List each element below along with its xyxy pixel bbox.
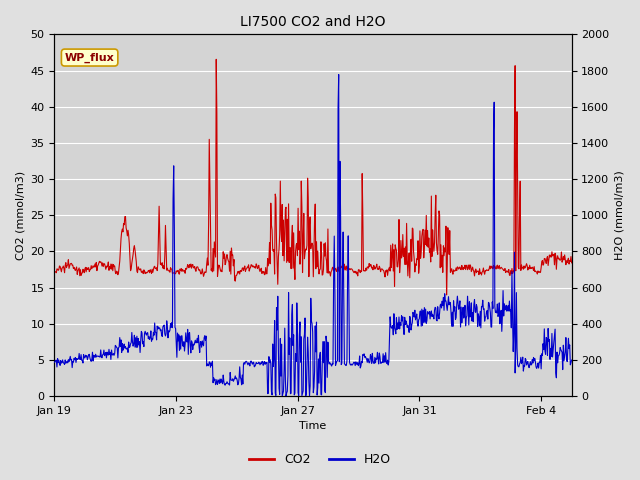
Legend: CO2, H2O: CO2, H2O: [244, 448, 396, 471]
Y-axis label: H2O (mmol/m3): H2O (mmol/m3): [615, 170, 625, 260]
X-axis label: Time: Time: [300, 421, 326, 432]
Text: WP_flux: WP_flux: [65, 52, 115, 63]
Title: LI7500 CO2 and H2O: LI7500 CO2 and H2O: [240, 15, 386, 29]
Y-axis label: CO2 (mmol/m3): CO2 (mmol/m3): [15, 171, 25, 260]
